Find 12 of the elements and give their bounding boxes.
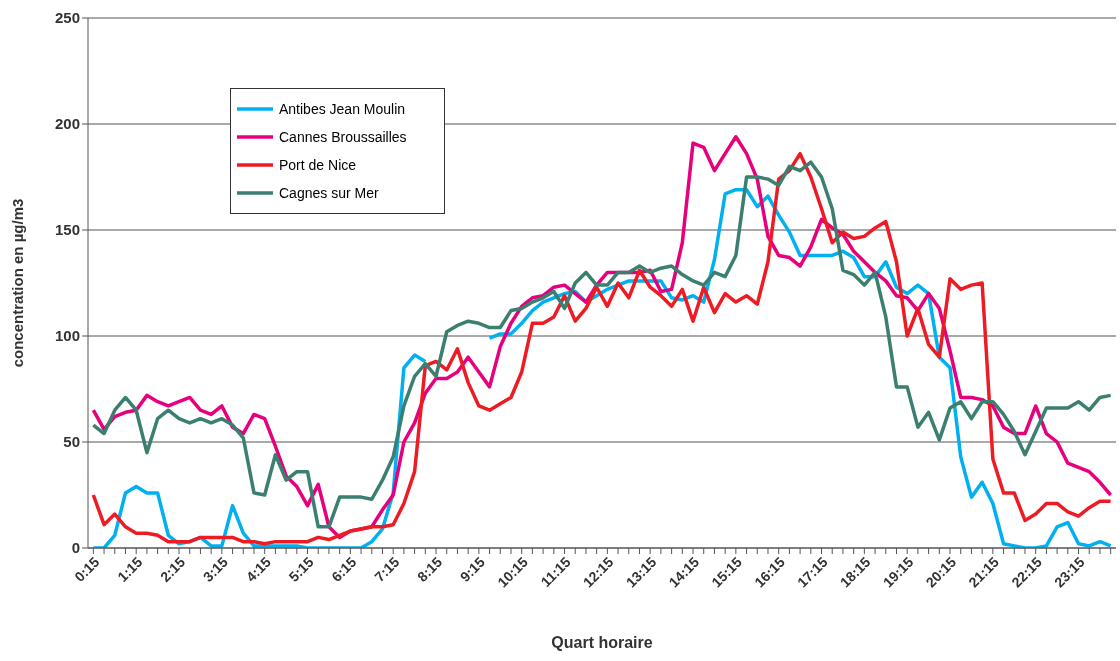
legend-label: Port de Nice	[279, 156, 357, 175]
legend-label: Antibes Jean Moulin	[279, 100, 406, 119]
y-tick-label: 150	[54, 221, 80, 239]
y-tick-label: 200	[54, 115, 80, 133]
y-tick-label: 0	[71, 539, 80, 557]
legend-label: Cannes Broussailles	[279, 128, 407, 147]
y-axis-title: concentration en µg/m3	[9, 198, 27, 368]
x-axis-title: Quart horaire	[551, 634, 653, 651]
y-tick-label: 100	[54, 327, 80, 345]
y-tick-label: 50	[63, 433, 80, 451]
legend-label: Cagnes sur Mer	[279, 184, 379, 203]
y-tick-label: 250	[54, 9, 80, 27]
